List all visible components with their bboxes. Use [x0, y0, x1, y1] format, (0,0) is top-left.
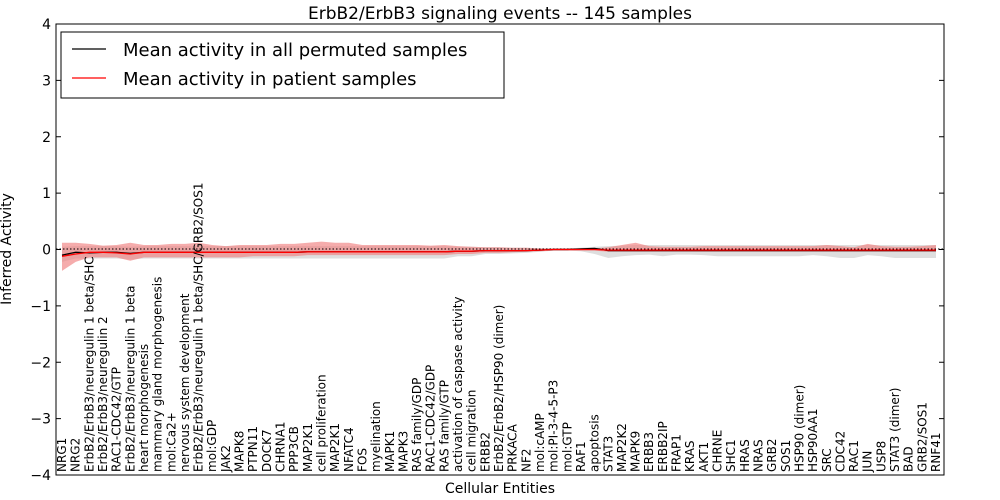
patient-mean-line	[61, 248, 936, 257]
x-tick-label: apoptosis	[588, 414, 602, 472]
x-tick-label: mol:PI-3-4-5-P3	[547, 380, 561, 472]
x-tick-label: JUN	[861, 451, 875, 473]
x-tick-label: SHC1	[724, 439, 738, 472]
x-tick-labels: NRG1 NRG2 ErbB2/ErbB3/neuregulin 1 beta/SH…	[55, 183, 943, 474]
legend-box	[60, 31, 505, 99]
y-tick-label: 0	[42, 243, 51, 259]
x-tick-label: MAPK8	[233, 431, 247, 472]
legend-label-patient: Mean activity in patient samples	[123, 69, 417, 90]
x-tick-label: CHRNE	[711, 430, 725, 472]
x-tick-label: DOCK7	[260, 429, 274, 472]
x-tick-label: BAD	[902, 446, 916, 472]
x-tick-label: NFATC4	[342, 427, 356, 472]
x-tick-label: PTPN11	[246, 426, 260, 472]
x-tick-label: cell proliferation	[315, 374, 329, 472]
x-tick-label: MAP2K1	[328, 423, 342, 472]
x-tick-label: CHRNA1	[274, 421, 288, 472]
x-tick-label: SRC	[820, 448, 834, 472]
x-tick-label: HRAS	[738, 439, 752, 472]
y-tick-label: 2	[42, 130, 51, 146]
x-tick-label: KRAS	[683, 440, 697, 472]
x-tick-label: PRKACA	[506, 423, 520, 472]
x-tick-label: RAS family/GTP	[437, 380, 451, 472]
x-tick-label: cell migration	[465, 390, 479, 472]
y-axis-ticks: 4 3 2 1 0 −1 −2 −3 −4	[30, 17, 944, 484]
y-tick-label: 4	[42, 17, 51, 33]
x-tick-label: NRG2	[69, 438, 83, 472]
x-tick-label: ErbB2/ErbB2/HSP90 (dimer)	[492, 305, 506, 472]
y-tick-label: −4	[30, 468, 51, 484]
x-tick-label: nervous system development	[178, 293, 192, 472]
y-tick-label: −1	[30, 299, 51, 315]
x-tick-label: NF2	[519, 448, 533, 472]
x-tick-label: ERBB2IP	[656, 421, 670, 472]
legend-label-permuted: Mean activity in all permuted samples	[123, 40, 467, 61]
x-tick-label: FOS	[355, 448, 369, 472]
x-tick-label: mol:Ca2+	[164, 412, 178, 472]
y-tick-label: 1	[42, 186, 51, 202]
x-tick-label: RAS family/GDP	[410, 378, 424, 472]
x-axis-label: Cellular Entities	[445, 481, 555, 497]
x-tick-label: ErbB2/ErbB3/neuregulin 2	[96, 316, 110, 472]
x-tick-label: MAPK3	[396, 431, 410, 472]
x-tick-label: MAPK9	[629, 431, 643, 472]
x-tick-label: RNF41	[929, 433, 943, 473]
x-tick-label: ErbB2/ErbB3/neuregulin 1 beta	[123, 285, 137, 472]
x-tick-label: CDC42	[833, 431, 847, 472]
x-tick-label: MAP2K1	[301, 423, 315, 472]
x-tick-label: activation of caspase activity	[451, 296, 465, 471]
x-tick-label: mol:GTP	[560, 422, 574, 472]
x-tick-label: GRB2	[765, 438, 779, 472]
x-tick-label: AKT1	[697, 442, 711, 472]
x-tick-label: RAC1-CDC42/GDP	[424, 365, 438, 472]
x-tick-label: mol:cAMP	[533, 413, 547, 472]
x-tick-label: NRAS	[752, 439, 766, 472]
series-lines	[61, 247, 936, 257]
x-tick-label: ErbB2/ErbB3/neuregulin 1 beta/SHC/GRB2/S…	[192, 183, 206, 473]
x-tick-label: MAPK1	[383, 431, 397, 472]
x-tick-label: PPP3CB	[287, 426, 301, 472]
x-tick-label: STAT3 (dimer)	[888, 388, 902, 472]
legend: Mean activity in all permuted samples Me…	[60, 31, 505, 99]
x-tick-label: myelination	[369, 401, 383, 472]
x-tick-label: mol:GDP	[205, 420, 219, 472]
x-tick-label: JAK2	[219, 445, 233, 473]
x-tick-label: FRAP1	[670, 434, 684, 472]
x-tick-label: ERBB2	[478, 432, 492, 472]
x-tick-label: USP8	[874, 441, 888, 472]
x-tick-label: STAT3	[601, 436, 615, 472]
x-tick-label: NRG1	[55, 438, 69, 472]
y-axis-label: Inferred Activity	[0, 193, 15, 305]
plot-frame	[55, 23, 945, 476]
x-tick-label: SOS1	[779, 440, 793, 472]
y-tick-label: −3	[30, 412, 51, 428]
x-tick-label: RAC1	[847, 440, 861, 472]
x-tick-label: ErbB2/ErbB3/neuregulin 1 beta/SHC	[82, 256, 96, 472]
y-tick-label: −2	[30, 355, 51, 371]
x-tick-label: GRB2/SOS1	[915, 402, 929, 472]
chart-title: ErbB2/ErbB3 signaling events -- 145 samp…	[308, 4, 692, 24]
x-tick-label: mammary gland morphogenesis	[151, 277, 165, 472]
x-tick-label: HSP90AA1	[806, 408, 820, 472]
x-tick-label: HSP90 (dimer)	[792, 385, 806, 472]
x-tick-label: heart morphogenesis	[137, 344, 151, 472]
x-tick-label: RAC1-CDC42/GTP	[110, 367, 124, 472]
x-tick-label: MAP2K2	[615, 423, 629, 472]
x-tick-label: RAF1	[574, 441, 588, 472]
x-tick-label: ERBB3	[642, 432, 656, 472]
y-tick-label: 3	[42, 73, 51, 89]
